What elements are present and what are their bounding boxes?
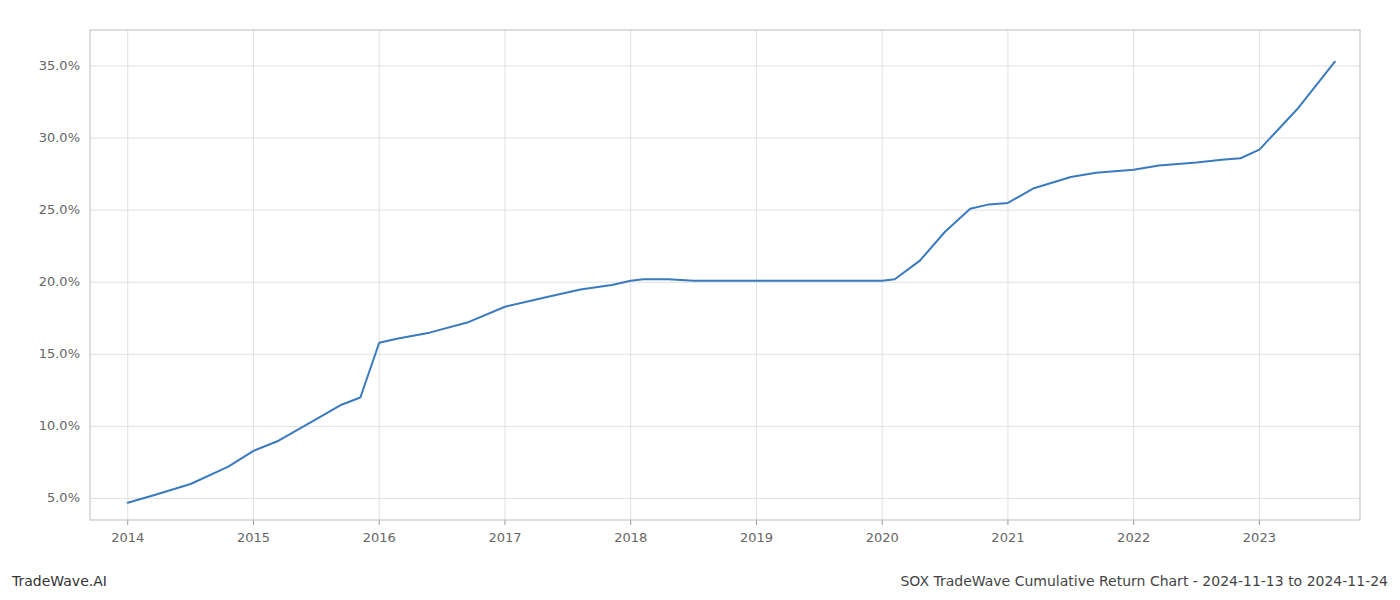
axes: 5.0% 10.0% 15.0% 20.0% 25.0% 30.0% 35.0% 2014 20… [39, 30, 1360, 545]
x-tick-label: 2023 [1243, 530, 1276, 545]
y-grid-line [90, 354, 1360, 355]
chart: 5.0% 10.0% 15.0% 20.0% 25.0% 30.0% 35.0% 2014 20… [0, 0, 1400, 600]
y-grid-line [90, 282, 1360, 283]
x-grid-line [127, 30, 128, 520]
y-tick-label: 35.0% [39, 58, 80, 73]
y-tick-label: 20.0% [39, 274, 80, 289]
x-tick-mark [1259, 520, 1260, 525]
x-grid-line [504, 30, 505, 520]
y-tick-label: 15.0% [39, 346, 80, 361]
texts: TradeWave.AI SOX TradeWave Cumulative Ret… [11, 573, 1388, 589]
y-tick-label: 5.0% [47, 490, 80, 505]
x-tick-label: 2022 [1117, 530, 1150, 545]
x-grid-line [1133, 30, 1134, 520]
x-grid-line [253, 30, 254, 520]
x-grid-line [882, 30, 883, 520]
line [128, 62, 1335, 503]
x-tick-mark [127, 520, 128, 525]
series [128, 62, 1335, 503]
title: SOX TradeWave Cumulative Return Chart - … [900, 573, 1388, 589]
x-tick-mark [756, 520, 757, 525]
x-grid-line [379, 30, 380, 520]
x-tick-label: 2020 [866, 530, 899, 545]
x-tick-mark [1007, 520, 1008, 525]
x-tick-label: 2016 [363, 530, 396, 545]
x-tick-mark [1133, 520, 1134, 525]
x-tick-mark [630, 520, 631, 525]
x-tick-label: 2014 [111, 530, 144, 545]
x-grid-line [1007, 30, 1008, 520]
x-tick-mark [882, 520, 883, 525]
watermark: TradeWave.AI [11, 573, 107, 589]
y-tick-label: 10.0% [39, 418, 80, 433]
y-grid-line [90, 66, 1360, 67]
x-tick-mark [379, 520, 380, 525]
x-tick-label: 2018 [614, 530, 647, 545]
x-grid-line [756, 30, 757, 520]
x-grid-line [630, 30, 631, 520]
y-grid-line [90, 498, 1360, 499]
y-grid-line [90, 138, 1360, 139]
plot-frame [90, 30, 1360, 520]
y-grid-line [90, 210, 1360, 211]
x-grid-line [1259, 30, 1260, 520]
x-tick-mark [504, 520, 505, 525]
y-grid-line [90, 426, 1360, 427]
x-tick-label: 2019 [740, 530, 773, 545]
x-tick-mark [253, 520, 254, 525]
x-tick-label: 2015 [237, 530, 270, 545]
x-tick-label: 2021 [991, 530, 1024, 545]
x-tick-label: 2017 [488, 530, 521, 545]
y-tick-label: 25.0% [39, 202, 80, 217]
page: {"chart_data": {"type": "line", "title":… [0, 0, 1400, 600]
grid [90, 30, 1360, 520]
y-tick-label: 30.0% [39, 130, 80, 145]
